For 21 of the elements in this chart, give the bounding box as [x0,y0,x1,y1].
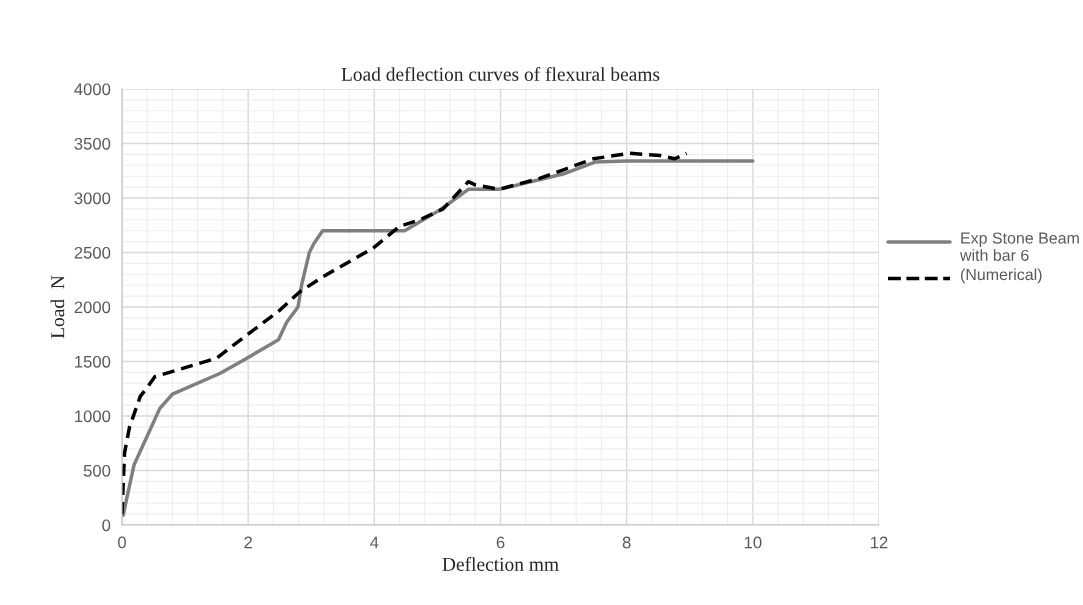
y-tick-label: 500 [83,464,111,477]
legend-label: (Numerical) [960,268,1042,284]
y-tick-label: 2000 [74,301,111,314]
x-tick-label: 10 [744,536,762,549]
legend-label: Exp Stone Beam with bar 6 [959,232,1079,261]
x-tick-label: 4 [370,536,379,549]
y-axis-title: Load N [50,275,65,339]
y-tick-label: 3000 [74,192,111,205]
x-tick-label: 8 [622,536,631,549]
y-tick-label: 4000 [74,83,111,96]
y-tick-label: 2500 [74,246,111,259]
y-tick-label: 1000 [75,410,111,423]
x-tick-label: 12 [871,536,888,549]
y-tick-label: 1500 [75,355,111,368]
x-axis-title: Deflection mm [442,557,559,571]
y-tick-label: 3500 [74,137,111,150]
x-tick-label: 6 [496,536,505,549]
chart-title: Load deflection curves of flexural beams [341,66,660,81]
x-tick-label: 2 [244,536,252,549]
y-tick-label: 0 [102,519,111,532]
x-tick-label: 0 [118,536,126,549]
